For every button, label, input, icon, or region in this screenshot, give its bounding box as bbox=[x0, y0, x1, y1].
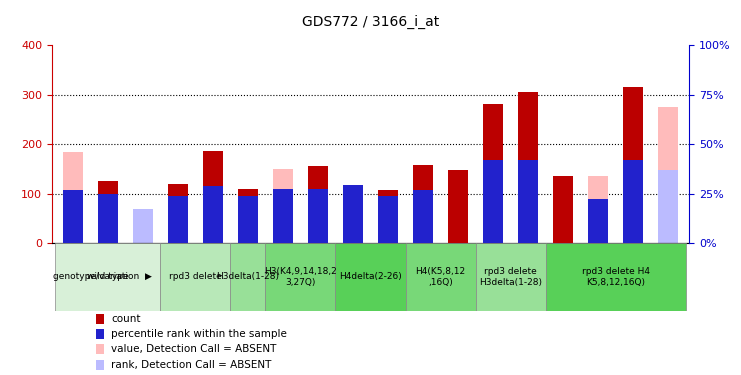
Bar bbox=[379, 196, 398, 243]
Bar bbox=[554, 176, 573, 243]
Bar bbox=[63, 189, 82, 243]
Bar bbox=[343, 186, 362, 243]
Bar bbox=[483, 104, 502, 243]
Bar bbox=[273, 189, 293, 243]
Bar bbox=[519, 92, 538, 243]
Text: H3delta(1-28): H3delta(1-28) bbox=[216, 273, 279, 282]
Text: rpd3 delete: rpd3 delete bbox=[169, 273, 222, 282]
Text: genotype/variation  ▶: genotype/variation ▶ bbox=[53, 273, 151, 282]
Bar bbox=[99, 194, 118, 243]
Text: H3(K4,9,14,18,2
3,27Q): H3(K4,9,14,18,2 3,27Q) bbox=[264, 267, 337, 286]
Bar bbox=[239, 196, 258, 243]
Bar bbox=[476, 243, 545, 311]
Text: GDS772 / 3166_i_at: GDS772 / 3166_i_at bbox=[302, 15, 439, 29]
Bar bbox=[588, 200, 608, 243]
Text: wild type: wild type bbox=[87, 273, 129, 282]
Bar bbox=[265, 243, 336, 311]
Bar bbox=[623, 87, 642, 243]
Bar bbox=[413, 165, 433, 243]
Bar bbox=[63, 152, 82, 243]
Text: H4delta(2-26): H4delta(2-26) bbox=[339, 273, 402, 282]
Bar bbox=[308, 166, 328, 243]
Bar bbox=[308, 189, 328, 243]
Bar bbox=[483, 160, 502, 243]
Bar bbox=[96, 344, 104, 354]
Bar bbox=[545, 243, 685, 311]
Bar bbox=[343, 185, 362, 243]
Bar bbox=[623, 160, 642, 243]
Bar bbox=[133, 209, 153, 243]
Bar bbox=[203, 186, 222, 243]
Bar bbox=[96, 314, 104, 324]
Text: H4(K5,8,12
,16Q): H4(K5,8,12 ,16Q) bbox=[416, 267, 465, 286]
Bar bbox=[99, 181, 118, 243]
Text: rpd3 delete H4
K5,8,12,16Q): rpd3 delete H4 K5,8,12,16Q) bbox=[582, 267, 650, 286]
Bar bbox=[203, 152, 222, 243]
Text: rpd3 delete
H3delta(1-28): rpd3 delete H3delta(1-28) bbox=[479, 267, 542, 286]
Bar bbox=[168, 196, 187, 243]
Bar bbox=[588, 176, 608, 243]
Bar bbox=[96, 360, 104, 370]
Bar bbox=[659, 107, 678, 243]
Bar bbox=[448, 170, 468, 243]
Text: value, Detection Call = ABSENT: value, Detection Call = ABSENT bbox=[111, 344, 276, 354]
Bar bbox=[168, 184, 187, 243]
Bar bbox=[659, 170, 678, 243]
Bar bbox=[56, 243, 160, 311]
Bar bbox=[273, 169, 293, 243]
Bar bbox=[239, 189, 258, 243]
Bar bbox=[230, 243, 265, 311]
Text: count: count bbox=[111, 314, 141, 324]
Bar bbox=[519, 160, 538, 243]
Text: rank, Detection Call = ABSENT: rank, Detection Call = ABSENT bbox=[111, 360, 271, 370]
Bar bbox=[379, 189, 398, 243]
Bar bbox=[96, 329, 104, 339]
Text: percentile rank within the sample: percentile rank within the sample bbox=[111, 329, 287, 339]
Bar bbox=[160, 243, 230, 311]
Bar bbox=[336, 243, 405, 311]
Bar bbox=[405, 243, 476, 311]
Bar bbox=[413, 189, 433, 243]
